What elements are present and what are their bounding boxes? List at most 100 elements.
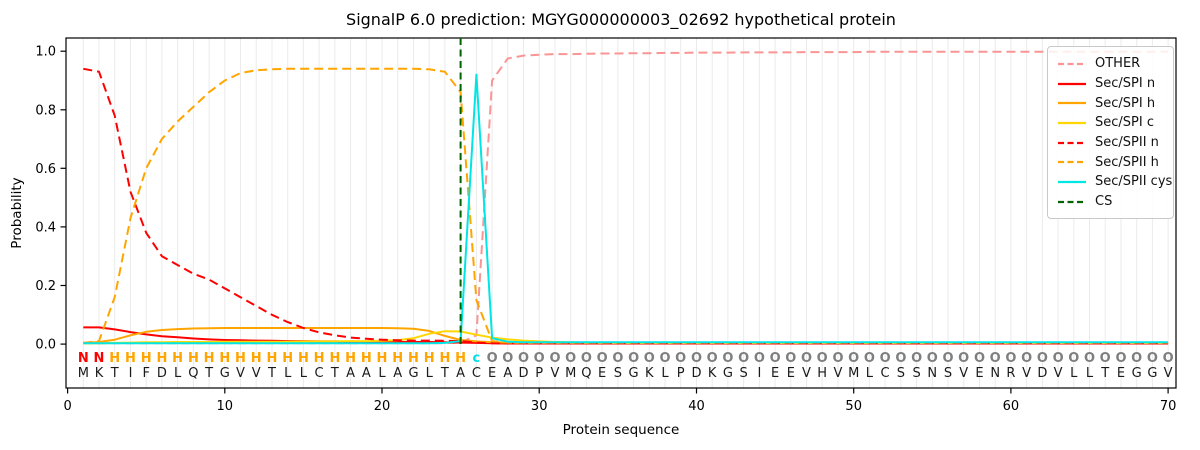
residue-letter: H [817,366,827,381]
region-letter: O [487,351,498,366]
region-letter: O [691,351,702,366]
residue-letter: E [488,366,496,381]
residue-letter: T [267,366,276,381]
x-tick-label: 70 [1160,399,1177,414]
region-letter: O [549,351,560,366]
legend-label: Sec/SPI h [1095,95,1156,111]
legend-line-swatch [1058,102,1086,105]
y-tick-label: 0.0 [35,338,56,353]
x-tick-label: 0 [63,399,71,414]
legend-label: Sec/SPI c [1095,115,1154,131]
residue-letter: T [204,366,213,381]
residue-letter: D [691,366,701,381]
series-line-sec-spii-n [83,67,1169,345]
residue-letter: V [1022,366,1031,381]
legend-item-sec-spi-n: Sec/SPI n [1057,74,1167,94]
y-tick-label: 0.2 [35,279,56,294]
x-tick-label: 60 [1003,399,1020,414]
region-letter: H [392,351,403,366]
residue-letter: V [802,366,811,381]
residue-letter: Q [188,366,198,381]
legend-item-sec-spii-h: Sec/SPII h [1057,152,1167,172]
region-letter: O [832,351,843,366]
region-letter: O [990,351,1001,366]
region-letter: c [473,351,481,366]
region-letter: O [942,351,953,366]
region-letter: H [204,351,215,366]
residue-letter: K [95,366,104,381]
residue-letter: L [300,366,308,381]
region-letter: H [408,351,419,366]
region-letter: H [125,351,136,366]
legend-label: Sec/SPII cys [1095,174,1173,190]
region-letter: H [314,351,325,366]
residue-letter: V [551,366,560,381]
residue-letter: N [927,366,937,381]
plot-title: SignalP 6.0 prediction: MGYG000000003_02… [346,10,896,30]
residue-letter: I [757,366,761,381]
region-letter: O [958,351,969,366]
residue-letter: L [174,366,182,381]
region-letter: O [628,351,639,366]
region-letter: O [927,351,938,366]
region-letter: H [188,351,199,366]
residue-letter: E [787,366,795,381]
region-letter: O [1068,351,1079,366]
region-letter: H [345,351,356,366]
legend-line-swatch [1058,180,1086,184]
region-letter: O [1100,351,1111,366]
y-tick-label: 0.4 [35,220,56,235]
x-tick-label: 30 [531,399,548,414]
residue-letter: T [1100,366,1109,381]
region-letter: O [770,351,781,366]
residue-letter: G [220,366,230,381]
region-letter: H [282,351,293,366]
residue-letter: S [944,366,952,381]
region-letter: O [1005,351,1016,366]
x-tick-label: 50 [845,399,862,414]
region-letter: O [1021,351,1032,366]
region-letter: O [502,351,513,366]
region-letter: H [439,351,450,366]
region-letter: O [518,351,529,366]
residue-letter: L [284,366,292,381]
residue-letter: K [645,366,654,381]
region-letter: H [455,351,466,366]
residue-letter: G [1147,366,1157,381]
residue-letter: S [897,366,905,381]
legend-item-other: OTHER [1057,54,1167,74]
residue-letter: Q [581,366,591,381]
y-tick-label: 0.8 [35,103,56,118]
region-letter: H [267,351,278,366]
residue-letter: K [708,366,717,381]
residue-letter: E [975,366,983,381]
region-letter: O [1084,351,1095,366]
legend-label: Sec/SPI n [1095,76,1156,92]
residue-letter: P [677,366,685,381]
y-axis-label: Probability [9,177,25,248]
residue-letter: A [346,366,355,381]
region-letter: O [707,351,718,366]
region-letter: O [911,351,922,366]
residue-letter: E [598,366,606,381]
axes-box [65,37,1177,389]
residue-letter: L [661,366,669,381]
y-tick-label: 0.6 [35,162,56,177]
region-letter: O [754,351,765,366]
region-letter: O [880,351,891,366]
region-letter: H [156,351,167,366]
residue-letter: A [362,366,371,381]
residue-letter: M [78,366,89,381]
residue-letter: G [408,366,418,381]
y-axis-ticks: 0.0 0.2 0.4 0.6 0.8 1.0 [35,45,66,353]
legend-line-swatch [1058,141,1086,144]
region-letter: H [377,351,388,366]
region-letter: N [78,351,89,366]
series-line-sec-spii-cys [83,73,1169,345]
legend-item-cs: CS [1057,192,1167,212]
residue-letter: M [565,366,576,381]
region-letter: H [141,351,152,366]
legend-line-swatch [1058,200,1086,203]
residue-letter: L [426,366,434,381]
